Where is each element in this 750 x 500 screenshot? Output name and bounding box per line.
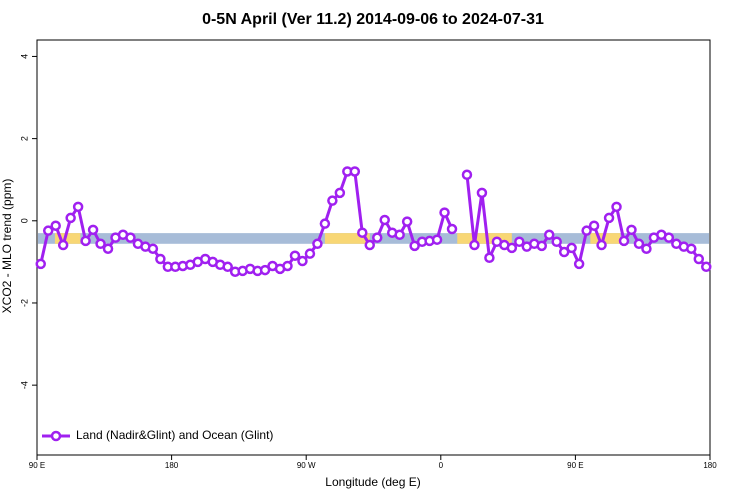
point <box>50 220 61 231</box>
x-tick-label: 90 E <box>29 461 45 470</box>
point <box>536 240 547 252</box>
legend-marker <box>50 430 62 442</box>
point <box>693 253 705 265</box>
point <box>297 255 308 267</box>
y-tick-label: -4 <box>19 381 29 389</box>
point <box>282 260 293 272</box>
point <box>446 223 458 235</box>
point <box>327 195 338 206</box>
x-tick-label: 0 <box>439 461 444 470</box>
point <box>603 212 615 224</box>
point <box>222 261 233 273</box>
point <box>581 225 592 236</box>
point <box>626 224 637 236</box>
x-tick-label: 90 E <box>567 461 583 470</box>
point <box>573 258 585 270</box>
x-tick-label: 90 W <box>297 461 316 470</box>
point <box>379 214 390 226</box>
point <box>431 234 443 245</box>
point <box>42 225 54 236</box>
point <box>686 243 697 254</box>
point <box>289 250 301 261</box>
point <box>618 235 630 247</box>
point <box>611 201 622 213</box>
band-segment <box>54 233 81 244</box>
point <box>476 187 488 199</box>
point <box>469 239 480 251</box>
point <box>125 232 136 243</box>
point <box>484 252 495 264</box>
point <box>57 239 69 251</box>
band-segment <box>324 233 370 244</box>
point <box>641 243 652 254</box>
point <box>506 242 518 254</box>
point <box>147 243 159 254</box>
point <box>72 201 84 213</box>
point <box>95 238 106 250</box>
point <box>596 239 607 251</box>
point <box>155 253 166 265</box>
band-segment <box>590 233 621 244</box>
point <box>312 238 323 250</box>
point <box>371 232 383 243</box>
y-tick-label: 4 <box>19 54 29 59</box>
point <box>334 187 346 199</box>
point <box>65 212 76 224</box>
plot-frame <box>36 39 711 456</box>
point <box>566 242 577 254</box>
x-tick-label: 180 <box>165 461 179 470</box>
point <box>701 261 712 273</box>
x-tick-label: 180 <box>703 461 717 470</box>
point <box>364 239 376 251</box>
point <box>259 264 271 276</box>
point <box>357 227 368 238</box>
point <box>439 207 450 218</box>
band-segment <box>457 233 512 244</box>
point <box>461 169 473 181</box>
point <box>401 216 413 227</box>
point <box>551 236 562 247</box>
y-tick-label: -2 <box>19 299 29 307</box>
point <box>663 232 675 243</box>
y-tick-label: 0 <box>19 218 29 223</box>
point <box>87 224 99 236</box>
y-axis-label: XCO2 - MLO trend (ppm) <box>0 179 14 314</box>
legend-label: Land (Nadir&Glint) and Ocean (Glint) <box>76 428 273 442</box>
point <box>319 218 331 229</box>
point <box>558 246 570 258</box>
y-tick-label: 2 <box>19 136 29 141</box>
point <box>588 220 600 231</box>
point <box>349 166 361 177</box>
point <box>394 229 405 241</box>
point <box>514 236 525 247</box>
point <box>543 229 555 241</box>
x-axis-label: Longitude (deg E) <box>325 475 420 489</box>
point <box>80 235 91 247</box>
chart-title: 0-5N April (Ver 11.2) 2014-09-06 to 2024… <box>202 11 544 28</box>
point <box>304 248 316 259</box>
point <box>633 238 645 250</box>
point <box>102 243 114 254</box>
point <box>409 240 420 252</box>
point <box>35 258 46 270</box>
